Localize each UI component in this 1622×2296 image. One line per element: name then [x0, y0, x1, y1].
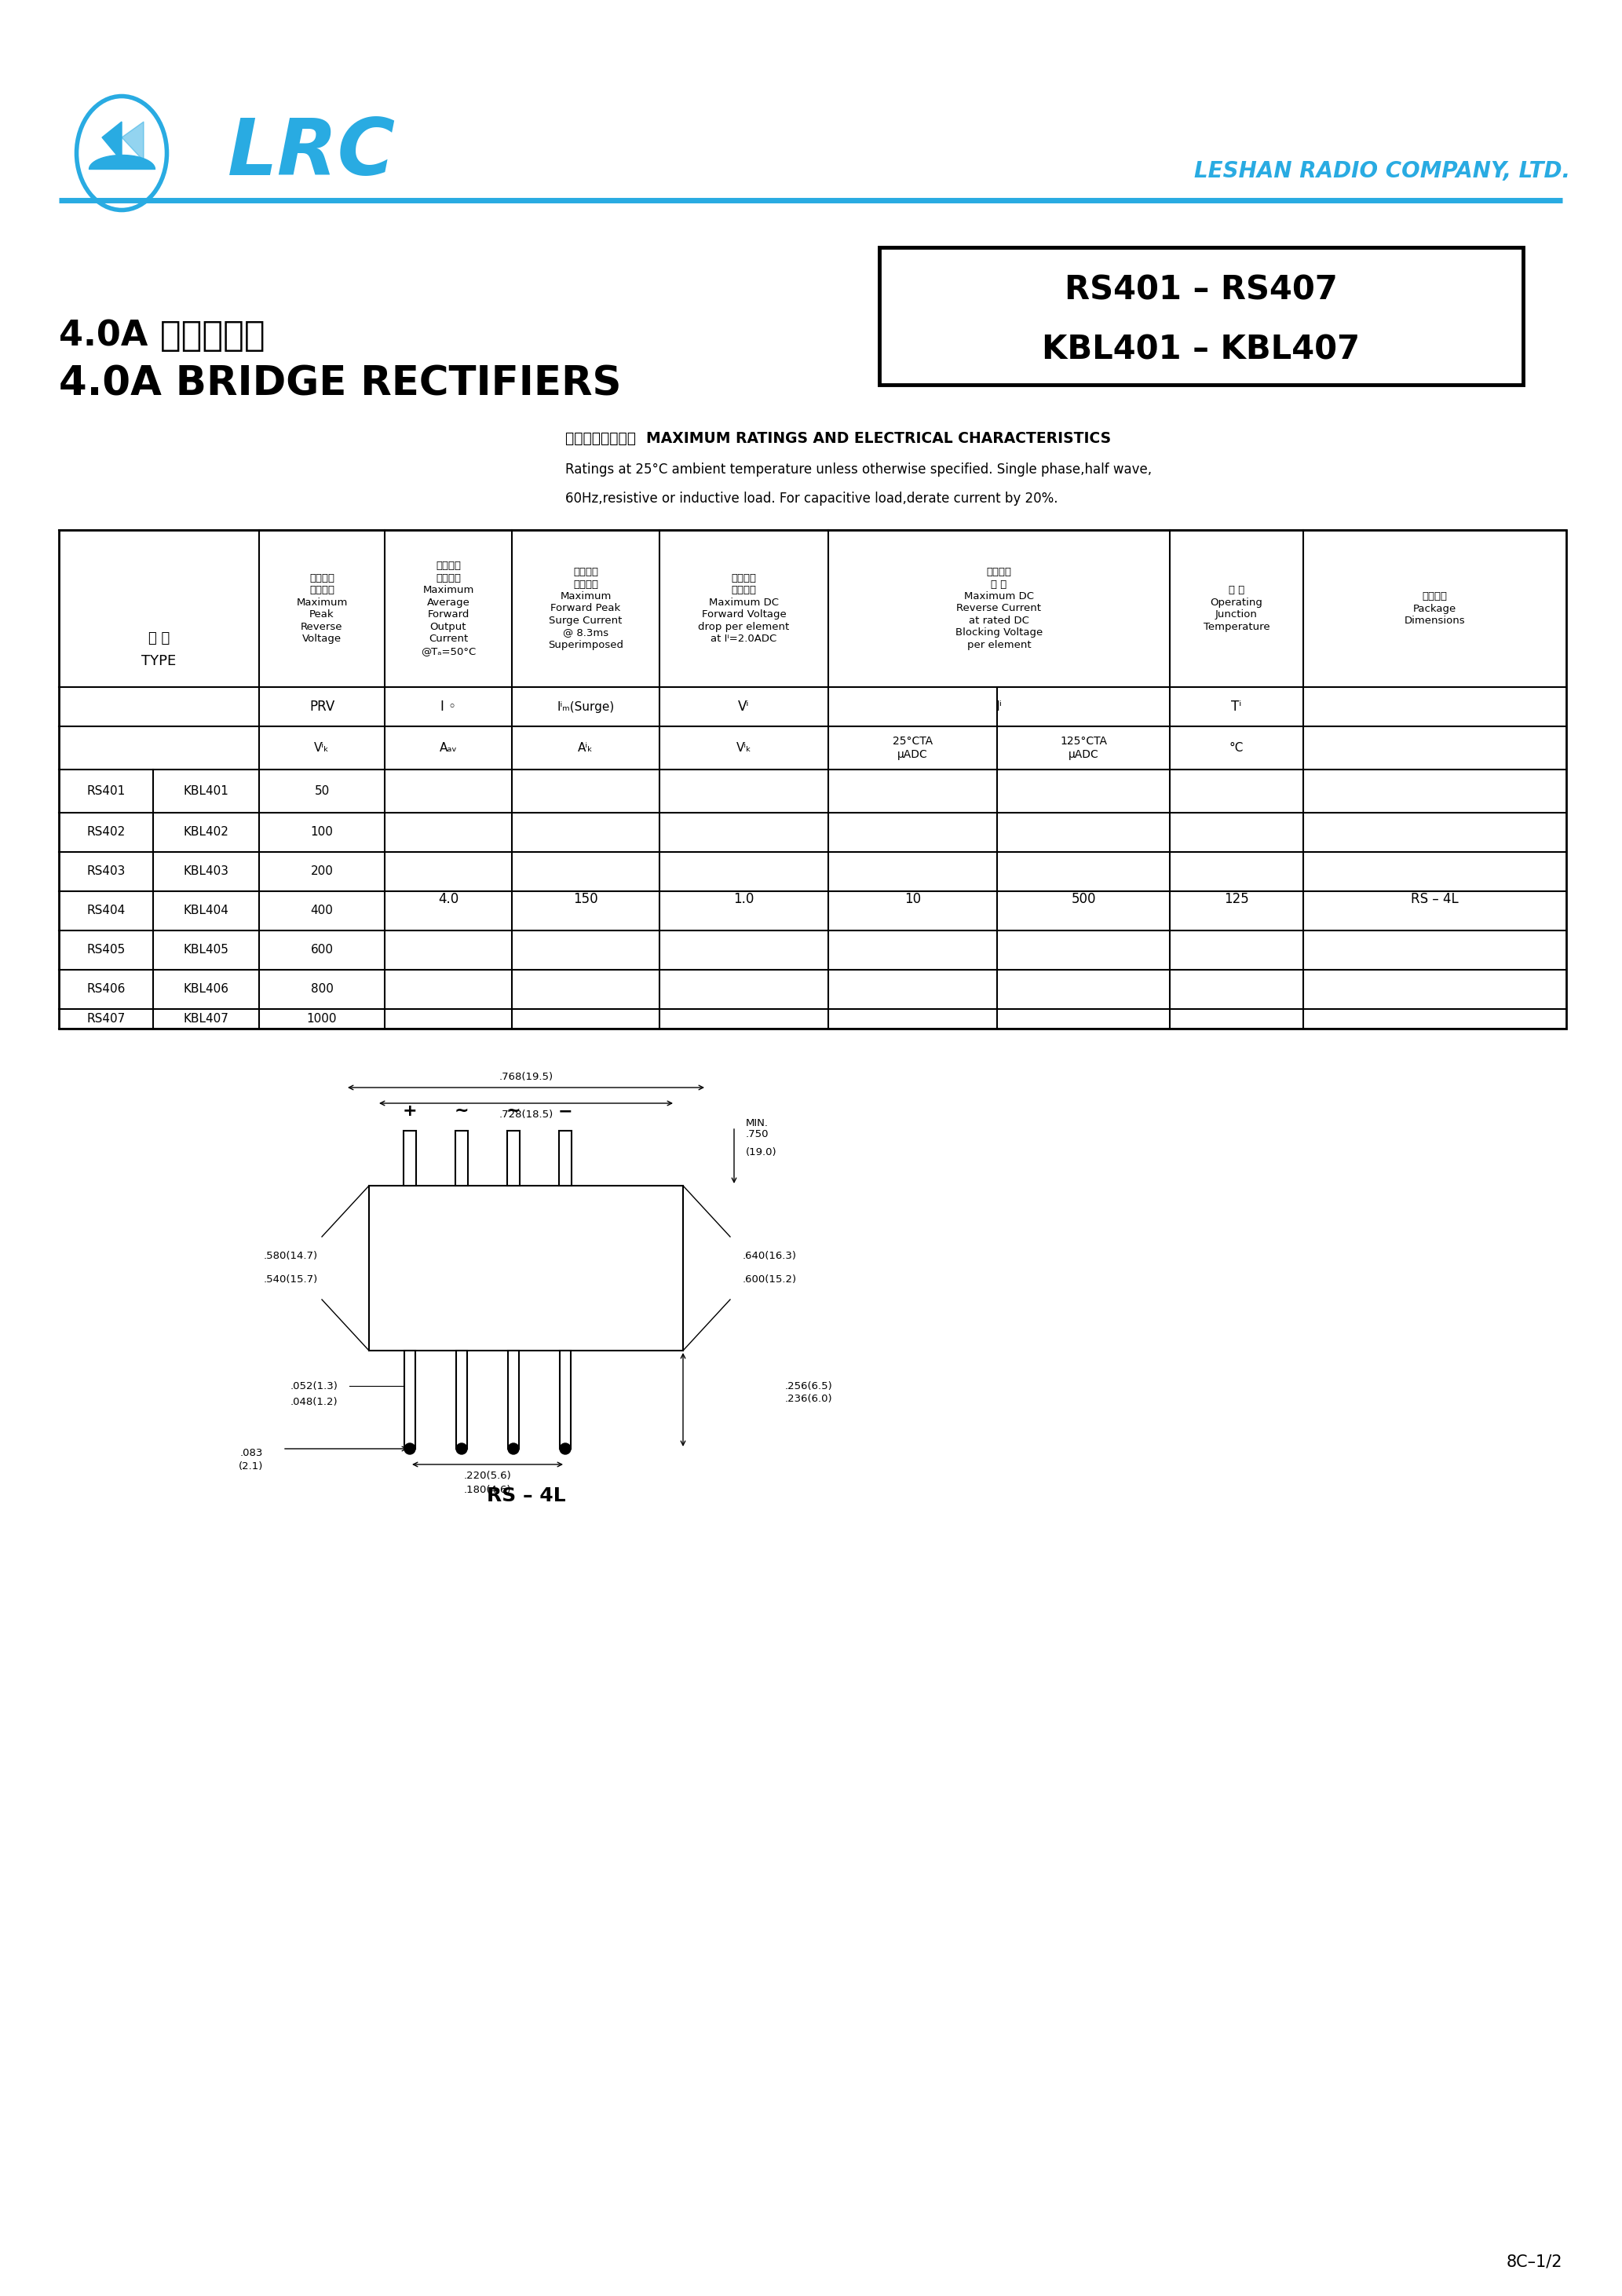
Text: 8C–1/2: 8C–1/2	[1507, 2255, 1562, 2268]
Text: 1.0: 1.0	[733, 893, 754, 907]
Text: I ◦: I ◦	[441, 700, 456, 714]
Text: 型 号
TYPE: 型 号 TYPE	[141, 631, 177, 668]
Text: 50: 50	[315, 785, 329, 797]
Text: KBL402: KBL402	[183, 827, 229, 838]
Text: Ratings at 25°C ambient temperature unless otherwise specified. Single phase,hal: Ratings at 25°C ambient temperature unle…	[564, 461, 1152, 478]
Text: KBL405: KBL405	[183, 944, 229, 955]
Text: .236(6.0): .236(6.0)	[785, 1394, 832, 1405]
Text: RS – 4L: RS – 4L	[487, 1486, 566, 1506]
Text: RS401 – RS407: RS401 – RS407	[1064, 273, 1338, 308]
Text: KBL401 – KBL407: KBL401 – KBL407	[1043, 333, 1361, 365]
Text: PRV: PRV	[310, 700, 334, 714]
Text: 结 温
Operating
Junction
Temperature: 结 温 Operating Junction Temperature	[1204, 585, 1270, 631]
Text: 100: 100	[310, 827, 333, 838]
Text: LRC: LRC	[227, 115, 396, 191]
Text: RS405: RS405	[86, 944, 125, 955]
Text: RS404: RS404	[86, 905, 125, 916]
Text: 200: 200	[310, 866, 333, 877]
Text: .768(19.5): .768(19.5)	[500, 1072, 553, 1081]
Circle shape	[560, 1444, 571, 1453]
Text: (2.1): (2.1)	[238, 1460, 263, 1472]
Circle shape	[508, 1444, 519, 1453]
Text: 4.0A BRIDGE RECTIFIERS: 4.0A BRIDGE RECTIFIERS	[58, 365, 621, 404]
Text: 4.0: 4.0	[438, 893, 459, 907]
Text: .540(15.7): .540(15.7)	[263, 1274, 318, 1286]
Text: Aₐᵥ: Aₐᵥ	[440, 742, 457, 753]
Polygon shape	[122, 122, 144, 161]
Text: Aⁱₖ: Aⁱₖ	[577, 742, 594, 753]
Text: 4.0A 桥式整流器: 4.0A 桥式整流器	[58, 319, 264, 354]
Text: RS403: RS403	[86, 866, 125, 877]
Text: Tⁱ: Tⁱ	[1231, 700, 1242, 714]
Bar	[404, 1130, 417, 1185]
Circle shape	[404, 1444, 415, 1453]
Text: .048(1.2): .048(1.2)	[290, 1396, 337, 1407]
Bar	[560, 1130, 571, 1185]
Text: Iⁱ: Iⁱ	[996, 700, 1002, 714]
Text: 10: 10	[905, 893, 921, 907]
Text: .052(1.3): .052(1.3)	[290, 1380, 337, 1391]
Text: (19.0): (19.0)	[746, 1148, 777, 1157]
Circle shape	[456, 1444, 467, 1453]
Text: 125°CTA
μADC: 125°CTA μADC	[1059, 735, 1106, 760]
Text: Vⁱₖ: Vⁱₖ	[315, 742, 329, 753]
Text: 125: 125	[1225, 893, 1249, 907]
Bar	[58, 530, 1567, 1029]
Text: .728(18.5): .728(18.5)	[500, 1109, 553, 1120]
Text: .220(5.6): .220(5.6)	[464, 1472, 511, 1481]
Text: .580(14.7): .580(14.7)	[263, 1251, 318, 1261]
Bar	[368, 1185, 683, 1350]
Bar	[508, 1350, 519, 1449]
Text: 外型尺寸
Package
Dimensions: 外型尺寸 Package Dimensions	[1405, 592, 1465, 627]
Text: 60Hz,resistive or inductive load. For capacitive load,derate current by 20%.: 60Hz,resistive or inductive load. For ca…	[564, 491, 1058, 505]
Text: .750: .750	[746, 1130, 769, 1139]
Polygon shape	[102, 122, 122, 161]
Text: 150: 150	[573, 893, 599, 907]
Text: .640(16.3): .640(16.3)	[743, 1251, 796, 1261]
Bar	[879, 248, 1523, 386]
Bar	[456, 1350, 467, 1449]
Text: 25°CTA
μADC: 25°CTA μADC	[892, 735, 933, 760]
Text: 1000: 1000	[307, 1013, 337, 1024]
Text: KBL404: KBL404	[183, 905, 229, 916]
Text: 400: 400	[310, 905, 333, 916]
Text: RS406: RS406	[86, 983, 125, 994]
Text: KBL406: KBL406	[183, 983, 229, 994]
Text: °C: °C	[1229, 742, 1244, 753]
Text: LESHAN RADIO COMPANY, LTD.: LESHAN RADIO COMPANY, LTD.	[1194, 161, 1570, 181]
Text: 最大正向
涌涌电流
Maximum
Forward Peak
Surge Current
@ 8.3ms
Superimposed: 最大正向 涌涌电流 Maximum Forward Peak Surge Cur…	[548, 567, 623, 650]
Text: MIN.: MIN.	[746, 1118, 769, 1127]
Text: 600: 600	[310, 944, 333, 955]
Text: 最大反向
峰値电压
Maximum
Peak
Reverse
Voltage: 最大反向 峰値电压 Maximum Peak Reverse Voltage	[297, 574, 347, 645]
Text: ~: ~	[454, 1104, 469, 1118]
Text: 最大额定値、电性  MAXIMUM RATINGS AND ELECTRICAL CHARACTERISTICS: 最大额定値、电性 MAXIMUM RATINGS AND ELECTRICAL …	[564, 432, 1111, 445]
Text: .256(6.5): .256(6.5)	[785, 1380, 832, 1391]
Text: Vⁱₖ: Vⁱₖ	[736, 742, 751, 753]
Text: 500: 500	[1071, 893, 1096, 907]
Text: .600(15.2): .600(15.2)	[743, 1274, 796, 1286]
Bar	[508, 1130, 519, 1185]
Text: KBL403: KBL403	[183, 866, 229, 877]
Bar	[456, 1130, 467, 1185]
Text: 最大正向
峰値电压
Maximum DC
Forward Voltage
drop per element
at Iⁱ=2.0ADC: 最大正向 峰値电压 Maximum DC Forward Voltage dro…	[697, 574, 790, 645]
Text: 800: 800	[310, 983, 333, 994]
Text: KBL407: KBL407	[183, 1013, 229, 1024]
Text: .180(4.6): .180(4.6)	[464, 1486, 511, 1495]
Bar	[560, 1350, 571, 1449]
Text: RS402: RS402	[86, 827, 125, 838]
Text: Iⁱₘ(Surge): Iⁱₘ(Surge)	[556, 700, 615, 712]
Text: −: −	[558, 1104, 573, 1118]
Text: Vⁱ: Vⁱ	[738, 700, 749, 714]
Text: +: +	[402, 1104, 417, 1118]
Text: RS407: RS407	[86, 1013, 125, 1024]
Text: KBL401: KBL401	[183, 785, 229, 797]
Text: RS – 4L: RS – 4L	[1411, 893, 1458, 907]
Bar	[404, 1350, 415, 1449]
Text: .083: .083	[240, 1446, 263, 1458]
Text: RS401: RS401	[86, 785, 125, 797]
Text: 最大平均
正向电流
Maximum
Average
Forward
Output
Current
@Tₐ=50°C: 最大平均 正向电流 Maximum Average Forward Output…	[420, 560, 475, 657]
Text: ~: ~	[506, 1104, 521, 1118]
Text: 最大反向
电 流
Maximum DC
Reverse Current
at rated DC
Blocking Voltage
per element: 最大反向 电 流 Maximum DC Reverse Current at r…	[955, 567, 1043, 650]
